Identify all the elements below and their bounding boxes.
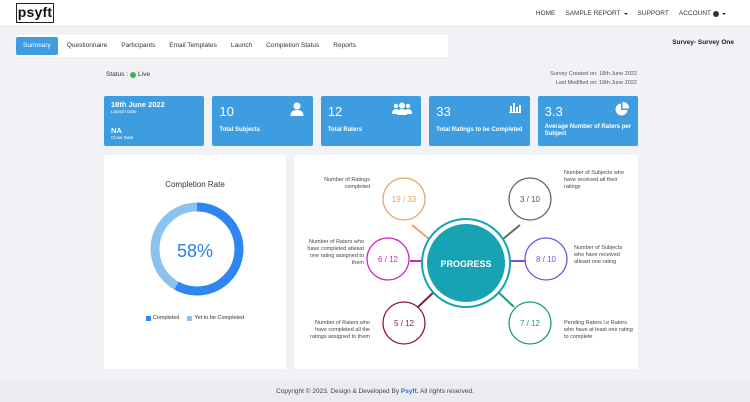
caret-down-icon	[722, 12, 726, 15]
ratings-completed-value: 19 / 33	[391, 195, 417, 204]
completion-rate-panel: Completion Rate 58% Completed Yet to be …	[104, 155, 286, 369]
footer-brand-link[interactable]: Psyft.	[400, 388, 419, 395]
modified-date: Last Modified on: 18th June 2022	[555, 80, 637, 86]
subjects-all-label: Number of Subjects who have received all…	[564, 170, 624, 190]
legend-remaining[interactable]: Yet to be Completed	[187, 315, 244, 321]
subjects-all-value: 3 / 10	[519, 195, 540, 204]
tab-bar: Summary Questionnaire Participants Email…	[16, 35, 448, 57]
donut-completed-arc	[150, 202, 244, 296]
ratings-completed-label: Number of Ratings completed	[324, 177, 370, 190]
subjects-one-label: Number of Subjects who have received atl…	[574, 245, 623, 265]
footer: Copyright © 2023. Design & Developed By …	[0, 381, 750, 402]
completion-legend: Completed Yet to be Completed	[104, 315, 286, 321]
bubble-pending	[508, 301, 552, 345]
nav-home-label: HOME	[535, 10, 556, 17]
logo[interactable]: psyft	[16, 3, 54, 23]
completion-donut	[150, 202, 244, 296]
legend-remaining-swatch	[187, 315, 193, 321]
raters-one-value: 6 / 12	[377, 255, 398, 264]
raters-all-value: 5 / 12	[393, 319, 414, 328]
completion-percent: 58%	[176, 241, 214, 261]
nav-sample-report[interactable]: SAMPLE REPORT	[565, 10, 628, 17]
raters-value: 12	[327, 104, 343, 119]
ratings-value: 33	[436, 104, 451, 119]
nav-links: HOME SAMPLE REPORT SUPPORT ACCOUNT	[536, 0, 726, 27]
nav-account[interactable]: ACCOUNT	[679, 10, 726, 17]
card-total-ratings: 33 Total Ratings to be Completed	[429, 96, 530, 146]
legend-remaining-label: Yet to be Completed	[194, 315, 245, 321]
bubble-raters-all	[382, 301, 426, 345]
pending-label: Pending Raters i.e Raters who have at le…	[564, 320, 633, 340]
top-navbar: psyft HOME SAMPLE REPORT SUPPORT ACCOUNT	[0, 0, 750, 27]
tab-questionnaire[interactable]: Questionnaire	[66, 42, 108, 49]
nav-account-label: ACCOUNT	[678, 10, 711, 17]
raters-one-label: Number of Raters who have completed atle…	[307, 239, 364, 266]
avg-label: Average Number of Raters per Subject	[544, 124, 632, 137]
ratings-label: Total Ratings to be Completed	[436, 127, 523, 133]
progress-panel: PROGRESS 19 / 33 3 / 10 6 / 12 8 / 10 5 …	[294, 155, 638, 369]
legend-completed-label: Completed	[152, 315, 180, 321]
card-total-raters: 12 Total Raters	[320, 96, 422, 146]
nav-sample-report-label: SAMPLE REPORT	[565, 10, 621, 17]
launch-date: 18th June 2022	[111, 100, 165, 109]
users-icon	[392, 102, 413, 115]
live-dot-icon	[130, 71, 137, 78]
subjects-value: 10	[219, 104, 234, 119]
subjects-one-value: 8 / 10	[535, 255, 556, 264]
tab-summary[interactable]: Summary	[16, 37, 58, 55]
status-label: Status :	[106, 71, 129, 78]
caret-down-icon	[623, 12, 628, 15]
pie-chart-icon	[615, 102, 630, 116]
account-icon	[713, 10, 719, 17]
footer-suffix: All rights reserved.	[420, 388, 474, 395]
tab-participants[interactable]: Participants	[121, 42, 156, 49]
progress-center	[427, 224, 505, 302]
tab-reports[interactable]: Reports	[333, 42, 357, 49]
card-dates: 18th June 2022 Launch Date NA Close Date	[104, 96, 205, 146]
tab-launch[interactable]: Launch	[230, 42, 253, 49]
progress-center-label: PROGRESS	[440, 259, 492, 269]
close-date-label: Close Date	[111, 135, 134, 140]
pending-value: 7 / 12	[519, 319, 540, 328]
stat-cards: 18th June 2022 Launch Date NA Close Date…	[104, 96, 639, 146]
bar-chart-icon	[508, 103, 521, 113]
bubble-ratings-completed	[382, 177, 426, 221]
survey-dates: Survey Created on: 18th June 2022 Last M…	[550, 70, 637, 88]
user-icon	[290, 102, 304, 116]
tab-completion-status[interactable]: Completion Status	[266, 42, 320, 49]
close-date: NA	[111, 126, 122, 135]
bubble-subjects-all	[508, 177, 552, 221]
legend-completed[interactable]: Completed	[145, 315, 180, 321]
nav-support[interactable]: SUPPORT	[638, 10, 669, 17]
bubble-raters-one	[366, 237, 410, 281]
status-value: Live	[138, 71, 150, 78]
progress-diagram	[366, 177, 568, 345]
legend-completed-swatch	[145, 315, 151, 321]
card-total-subjects: 10 Total Subjects	[212, 96, 313, 146]
completion-rate-title: Completion Rate	[165, 180, 225, 189]
card-average-raters: 3.3 Average Number of Raters per Subject	[537, 96, 639, 146]
footer-text: Copyright © 2023. Design & Developed By	[276, 388, 400, 395]
bubble-subjects-one	[524, 237, 568, 281]
raters-all-label: Number of Raters who have completed all …	[310, 320, 370, 340]
tab-email-templates[interactable]: Email Templates	[169, 42, 217, 49]
raters-label: Total Raters	[327, 127, 363, 133]
avg-value: 3.3	[544, 104, 563, 119]
nav-support-label: SUPPORT	[637, 10, 669, 17]
status-indicator: Status : Live	[106, 71, 150, 78]
survey-name: Survey- Survey One	[672, 39, 734, 46]
launch-date-label: Launch Date	[111, 109, 137, 114]
created-date: Survey Created on: 18th June 2022	[550, 71, 637, 77]
nav-home[interactable]: HOME	[536, 10, 556, 17]
subjects-label: Total Subjects	[219, 127, 260, 133]
